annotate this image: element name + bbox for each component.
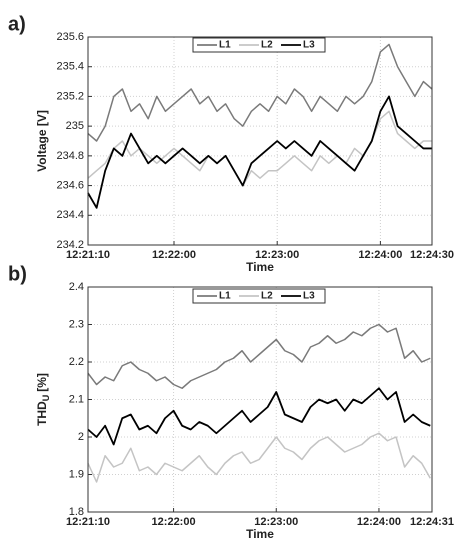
series-line <box>87 387 431 446</box>
y-axis-label-unit: [%] <box>35 373 49 392</box>
plot-frame <box>87 286 433 513</box>
x-tick-label: 12:23:00 <box>255 249 299 261</box>
y-tick-label: 234.6 <box>56 179 84 191</box>
panel-label: b) <box>8 263 27 285</box>
legend-label: L1 <box>219 40 231 51</box>
series-line <box>87 323 431 389</box>
x-tick-label: 12:22:00 <box>152 249 196 261</box>
x-tick-label: 12:24:31 <box>410 516 454 528</box>
legend-label: L1 <box>219 291 231 302</box>
x-tick-label: 12:24:00 <box>358 249 402 261</box>
series-line <box>87 95 432 209</box>
y-axis-label: Voltage [V] <box>35 110 49 172</box>
legend-label: L2 <box>261 40 273 51</box>
x-tick-label: 12:24:30 <box>410 249 454 261</box>
y-tick-label: 2.1 <box>69 393 84 405</box>
x-axis-label: Time <box>246 260 274 274</box>
plot-frame <box>87 36 433 246</box>
y-axis-label-main: Voltage [V] <box>35 110 49 172</box>
legend-label: L3 <box>303 291 315 302</box>
y-tick-label: 234.4 <box>56 209 84 221</box>
x-tick-label: 12:21:10 <box>66 249 110 261</box>
x-tick-label: 12:23:00 <box>254 516 298 528</box>
x-axis-label: Time <box>246 527 274 541</box>
y-tick-label: 2.4 <box>69 281 84 293</box>
y-tick-label: 235.6 <box>56 31 84 43</box>
y-tick-label: 235 <box>66 120 84 132</box>
y-tick-label: 234.8 <box>56 150 84 162</box>
legend-label: L3 <box>303 40 315 51</box>
y-tick-label: 234.2 <box>56 239 84 251</box>
y-tick-label: 235.4 <box>56 61 84 73</box>
y-tick-label: 235.2 <box>56 90 84 102</box>
y-tick-label: 1.9 <box>69 468 84 480</box>
y-axis-label: THDU [%] <box>35 373 51 426</box>
x-tick-label: 12:24:00 <box>357 516 401 528</box>
plot-area <box>88 37 432 245</box>
y-tick-label: 1.8 <box>69 506 84 518</box>
y-tick-label: 2.2 <box>69 356 84 368</box>
series-line <box>87 432 431 483</box>
y-axis-label-main: THD <box>35 401 49 426</box>
y-tick-label: 2.3 <box>69 318 84 330</box>
panel-label: a) <box>8 13 26 35</box>
y-tick-label: 2 <box>78 431 84 443</box>
y-axis-label-sub: U <box>41 395 51 402</box>
x-tick-label: 12:22:00 <box>152 516 196 528</box>
x-tick-label: 12:21:10 <box>66 516 110 528</box>
series-line <box>87 43 433 142</box>
legend-label: L2 <box>261 291 273 302</box>
